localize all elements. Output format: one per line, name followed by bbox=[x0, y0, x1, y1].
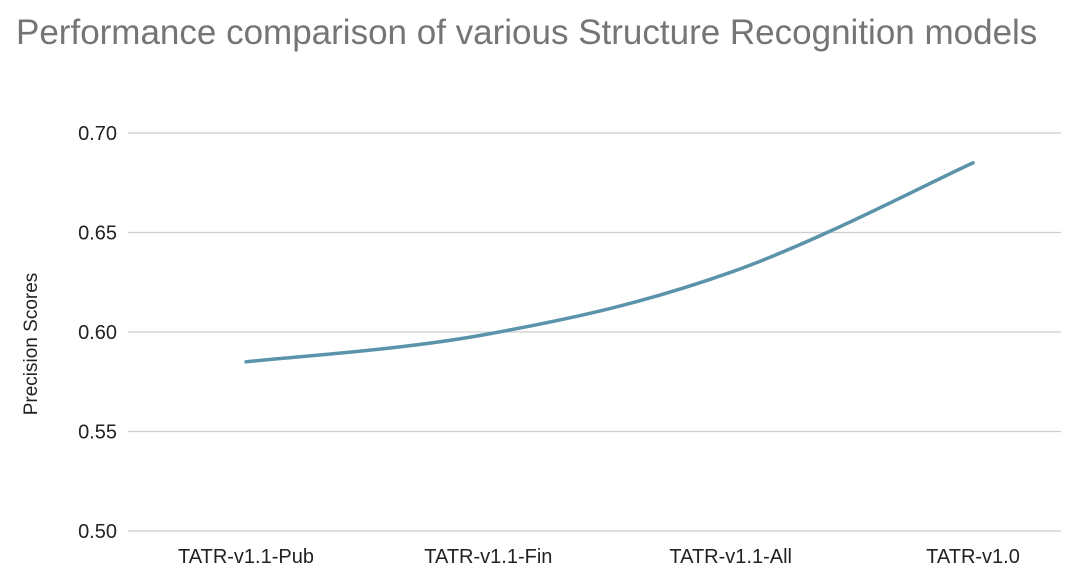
x-tick-label: TATR-v1.1-All bbox=[669, 546, 792, 568]
x-tick-label: TATR-v1.0 bbox=[926, 546, 1020, 568]
x-tick-label: TATR-v1.1-Pub bbox=[178, 546, 314, 568]
y-tick-label: 0.50 bbox=[78, 521, 117, 543]
series-line bbox=[244, 161, 975, 364]
gridlines bbox=[128, 132, 1061, 532]
y-tick-label: 0.55 bbox=[78, 422, 117, 444]
x-tick-label: TATR-v1.1-Fin bbox=[424, 546, 552, 568]
x-axis-tick-labels: TATR-v1.1-Pub TATR-v1.1-Fin TATR-v1.1-All T… bbox=[178, 546, 1020, 568]
y-tick-label: 0.70 bbox=[78, 123, 117, 145]
chart-title: Performance comparison of various Struct… bbox=[16, 13, 1038, 52]
series-lines bbox=[244, 161, 975, 364]
y-tick-label: 0.60 bbox=[78, 322, 117, 344]
y-axis-tick-labels: 0.50 0.55 0.60 0.65 0.70 bbox=[78, 123, 117, 543]
y-axis-title: Precision Scores bbox=[21, 273, 42, 416]
y-tick-label: 0.65 bbox=[78, 223, 117, 245]
